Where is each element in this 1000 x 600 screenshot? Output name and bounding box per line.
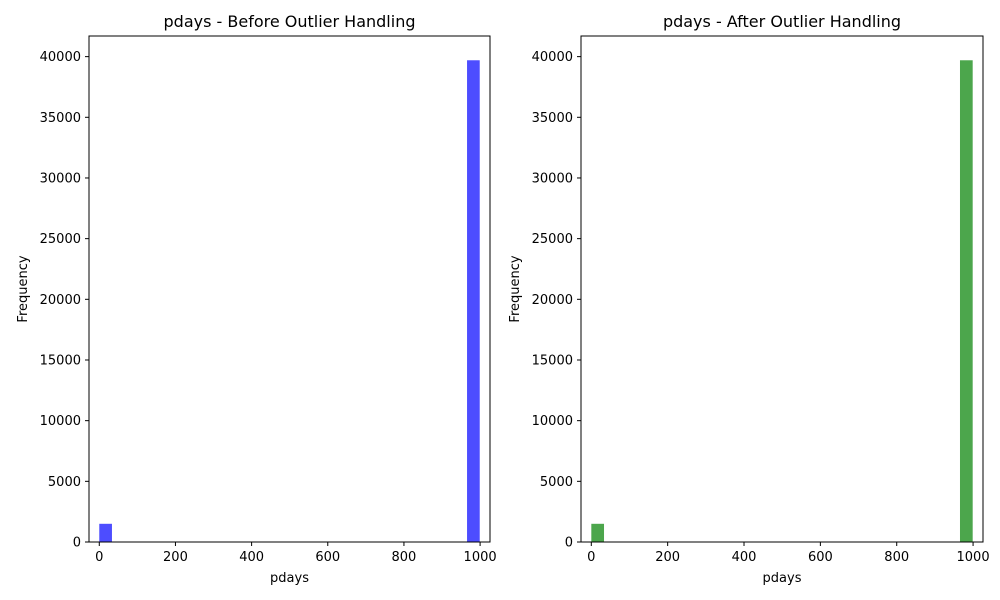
x-tick-label: 0: [95, 550, 103, 565]
chart-title: pdays - Before Outlier Handling: [164, 12, 416, 31]
x-tick-label: 600: [315, 550, 340, 565]
chart-after: 0 200 400 600 800 100005000100001500020000250…: [508, 12, 990, 586]
axes-frame: [580, 35, 984, 543]
x-tick-label: 0: [587, 550, 595, 565]
y-axis-label: Frequency: [508, 255, 523, 322]
y-tick-label: 15000: [40, 353, 81, 368]
x-tick-label: 400: [239, 550, 264, 565]
y-tick-label: 30000: [40, 171, 81, 186]
histogram-bar: [99, 523, 112, 542]
y-tick-label: 25000: [40, 232, 81, 247]
x-tick-label: 800: [884, 550, 909, 565]
chart-title: pdays - After Outlier Handling: [663, 12, 901, 31]
histogram-bar: [467, 60, 480, 543]
y-tick-label: 0: [565, 536, 573, 551]
y-axis-label: Frequency: [16, 255, 31, 322]
y-tick-label: 40000: [532, 50, 573, 65]
histogram-bar: [959, 60, 973, 543]
y-tick-label: 15000: [532, 353, 573, 368]
x-axis-label: pdays: [763, 571, 802, 586]
y-tick-label: 10000: [532, 414, 573, 429]
axes-frame: [88, 35, 491, 543]
histogram-bar: [591, 523, 605, 542]
y-tick-label: 0: [73, 536, 81, 551]
y-tick-label: 35000: [532, 111, 573, 126]
y-tick-label: 10000: [40, 414, 81, 429]
y-tick-label: 25000: [532, 232, 573, 247]
y-tick-label: 30000: [532, 171, 573, 186]
x-tick-label: 200: [655, 550, 680, 565]
y-tick-label: 20000: [532, 293, 573, 308]
x-tick-label: 200: [163, 550, 188, 565]
x-tick-label: 400: [732, 550, 757, 565]
y-tick-label: 35000: [40, 111, 81, 126]
x-tick-label: 1000: [957, 550, 990, 565]
x-axis-label: pdays: [270, 571, 309, 586]
y-tick-label: 5000: [540, 475, 573, 490]
y-tick-label: 20000: [40, 293, 81, 308]
y-tick-label: 40000: [40, 50, 81, 65]
chart-before: 0 200 400 600 800 100005000100001500020000250…: [16, 12, 497, 586]
x-tick-label: 800: [392, 550, 417, 565]
x-tick-label: 1000: [464, 550, 497, 565]
y-tick-label: 5000: [48, 475, 81, 490]
x-tick-label: 600: [808, 550, 833, 565]
